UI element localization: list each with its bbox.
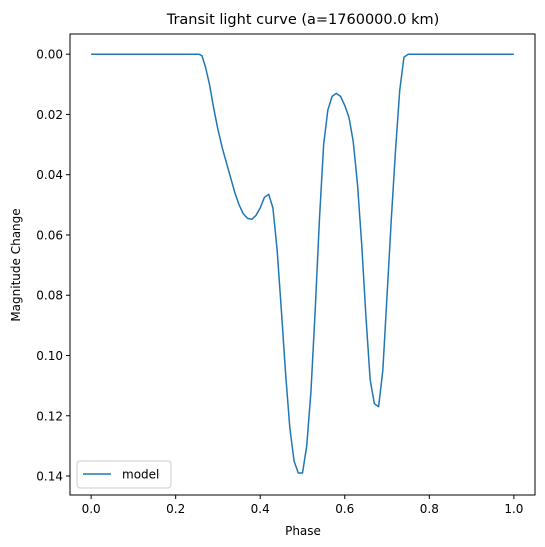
x-tick-label: 0.8	[420, 502, 439, 516]
y-tick-label: 0.14	[36, 470, 63, 484]
x-tick-label: 0.2	[166, 502, 185, 516]
x-tick-label: 0.6	[335, 502, 354, 516]
legend-box	[76, 460, 172, 489]
y-tick-label: 0.10	[36, 349, 63, 363]
y-tick-label: 0.06	[36, 228, 63, 242]
y-tick-label: 0.08	[36, 289, 63, 303]
y-axis-label: Magnitude Change	[9, 208, 23, 321]
series-layer	[91, 53, 514, 474]
x-axis-label: Phase	[285, 524, 321, 538]
y-tick-label: 0.02	[36, 108, 63, 122]
x-tick-label: 1.0	[504, 502, 523, 516]
legend: model	[76, 460, 172, 489]
legend-label: model	[122, 468, 159, 482]
plot-frame	[69, 33, 536, 496]
chart-title: Transit light curve (a=1760000.0 km)	[166, 12, 440, 28]
y-tick-label: 0.04	[36, 168, 63, 182]
y-tick-label: 0.12	[36, 409, 63, 423]
tick-layer: 0.0 0.2 0.4 0.6 0.8 1.0 0.00 0.02 0.04 0.06 0.08 0.…	[36, 48, 523, 516]
x-tick-label: 0.0	[82, 502, 101, 516]
y-tick-label: 0.00	[36, 48, 63, 62]
x-tick-label: 0.4	[251, 502, 270, 516]
series-line-model	[91, 53, 514, 474]
